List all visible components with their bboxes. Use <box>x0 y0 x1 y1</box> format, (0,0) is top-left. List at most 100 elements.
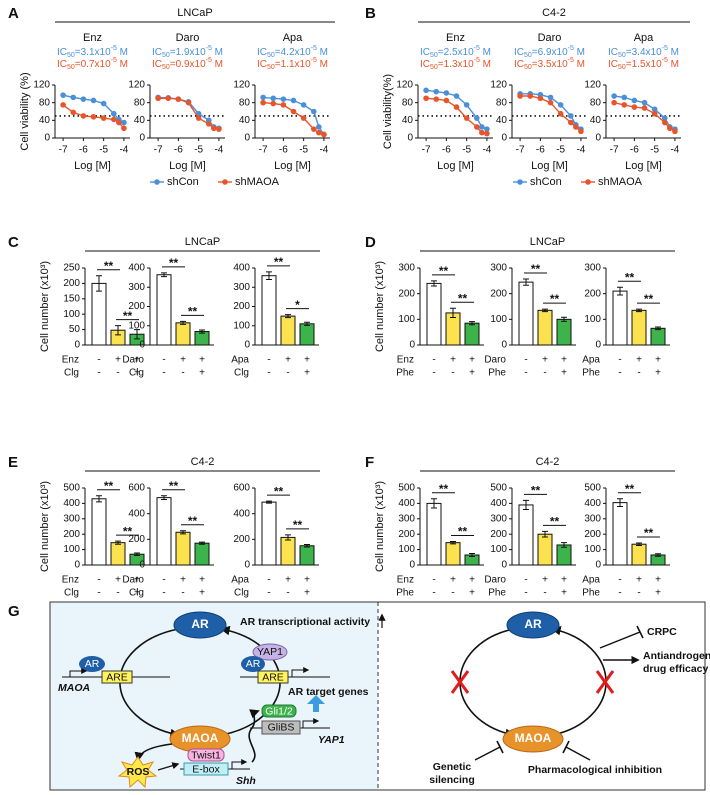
ic50-part: M <box>574 47 585 58</box>
twist1-node <box>187 748 225 762</box>
bar <box>650 327 666 346</box>
data-point <box>641 99 648 106</box>
data-point <box>567 113 574 119</box>
yap1-protein: YAP1 <box>257 646 283 658</box>
inhibit-bar <box>562 740 570 754</box>
significance-label: ** <box>531 262 541 276</box>
y-tick-label: 200 <box>63 278 80 289</box>
condition-name: Phe <box>488 588 506 599</box>
y-tick-label: 300 <box>490 263 507 274</box>
data-point <box>110 110 117 117</box>
error-bar <box>161 272 167 278</box>
bar <box>612 290 628 346</box>
ar-node <box>173 611 227 639</box>
y-tick-label: 0 <box>74 340 80 351</box>
error-bar <box>304 321 310 326</box>
y-tick-label: 300 <box>398 263 415 274</box>
x-tick-label: -6 <box>279 145 288 156</box>
x-tick-label: -6 <box>536 145 545 156</box>
data-point <box>463 115 470 121</box>
are-label: ARE <box>262 671 284 683</box>
condition-name: Enz <box>62 355 79 366</box>
data-point <box>611 99 617 106</box>
y-tick-label: 80 <box>39 97 51 108</box>
y-tick-label: 500 <box>398 483 415 494</box>
data-point <box>300 102 307 108</box>
error-bar <box>469 552 475 558</box>
data-point <box>641 105 648 111</box>
ros-label: ROS <box>127 766 150 778</box>
data-point <box>80 113 87 119</box>
data-point <box>270 95 277 102</box>
condition-mark: + <box>450 575 456 586</box>
significance-label: ** <box>458 291 468 305</box>
ar-node <box>506 611 560 639</box>
y-tick-label: 400 <box>584 498 601 509</box>
error-bar <box>617 286 623 296</box>
pharm-label: Pharmacological inhibition <box>528 764 662 776</box>
error-bar <box>542 530 548 538</box>
ic50-part: 50 <box>430 64 438 71</box>
data-point <box>100 115 107 121</box>
ic50-part: -5 <box>206 45 212 52</box>
error-bar <box>523 278 529 286</box>
y-axis-label: Cell viability(%) <box>382 74 394 149</box>
panel-title: LNCaP <box>185 236 220 248</box>
ic50-label: IC50=6.9x10-5 M <box>514 45 585 59</box>
y-tick-label: 120 <box>233 80 250 91</box>
ic50-part: IC <box>514 59 524 70</box>
y-tick-label: 40 <box>496 115 508 126</box>
condition-name: Phe <box>396 368 414 379</box>
promoter <box>69 668 88 677</box>
error-bar <box>636 542 642 546</box>
condition-mark: - <box>116 588 119 599</box>
shh-to-gli <box>248 709 260 763</box>
y-tick-label: 400 <box>128 263 145 274</box>
condition-mark: + <box>115 355 121 366</box>
ic50-part: -5 <box>568 45 574 52</box>
panel-letter: G <box>8 603 20 620</box>
significance-label: ** <box>644 292 654 306</box>
ic50-part: M <box>668 47 679 58</box>
y-tick-label: 0 <box>139 560 145 571</box>
condition-mark: - <box>286 588 289 599</box>
x-tick-label: -6 <box>442 145 451 156</box>
yap1-gene: YAP1 <box>318 734 345 746</box>
data-point <box>60 92 66 98</box>
y-tick-label: 200 <box>128 301 145 312</box>
y-tick-label: 40 <box>239 115 251 126</box>
data-point <box>651 110 658 117</box>
bar <box>175 322 191 346</box>
y-tick-label: 100 <box>584 544 601 555</box>
error-bar <box>450 540 456 545</box>
condition-mark: + <box>561 355 567 366</box>
ic50-part: -5 <box>662 45 668 52</box>
gli-node <box>261 704 297 718</box>
crpc-label: CRPC <box>647 626 677 638</box>
yap1-node <box>252 643 288 661</box>
bar <box>612 502 628 566</box>
error-bar <box>450 307 456 319</box>
subplot-title: Enz <box>446 32 465 44</box>
bar <box>518 504 534 566</box>
y-tick-label: 0 <box>501 133 507 144</box>
condition-mark: - <box>432 355 435 366</box>
condition-mark: - <box>97 355 100 366</box>
condition-mark: - <box>524 368 527 379</box>
panel-title: C4-2 <box>536 456 560 468</box>
significance-label: ** <box>293 518 303 532</box>
condition-mark: + <box>199 588 205 599</box>
ic50-part: IC <box>57 47 67 58</box>
x-tick-label: -4 <box>119 145 128 156</box>
ic50-part: =3.1x10 <box>75 47 111 58</box>
x-tick-label: -7 <box>59 145 68 156</box>
y-tick-label: 0 <box>139 133 145 144</box>
data-point <box>165 95 172 102</box>
condition-mark: + <box>134 368 140 379</box>
condition-mark: - <box>618 355 621 366</box>
ic50-part: 50 <box>524 64 532 71</box>
y-tick-label: 250 <box>63 263 80 274</box>
bar <box>518 281 534 346</box>
error-bar <box>96 275 102 292</box>
bar <box>280 536 296 566</box>
